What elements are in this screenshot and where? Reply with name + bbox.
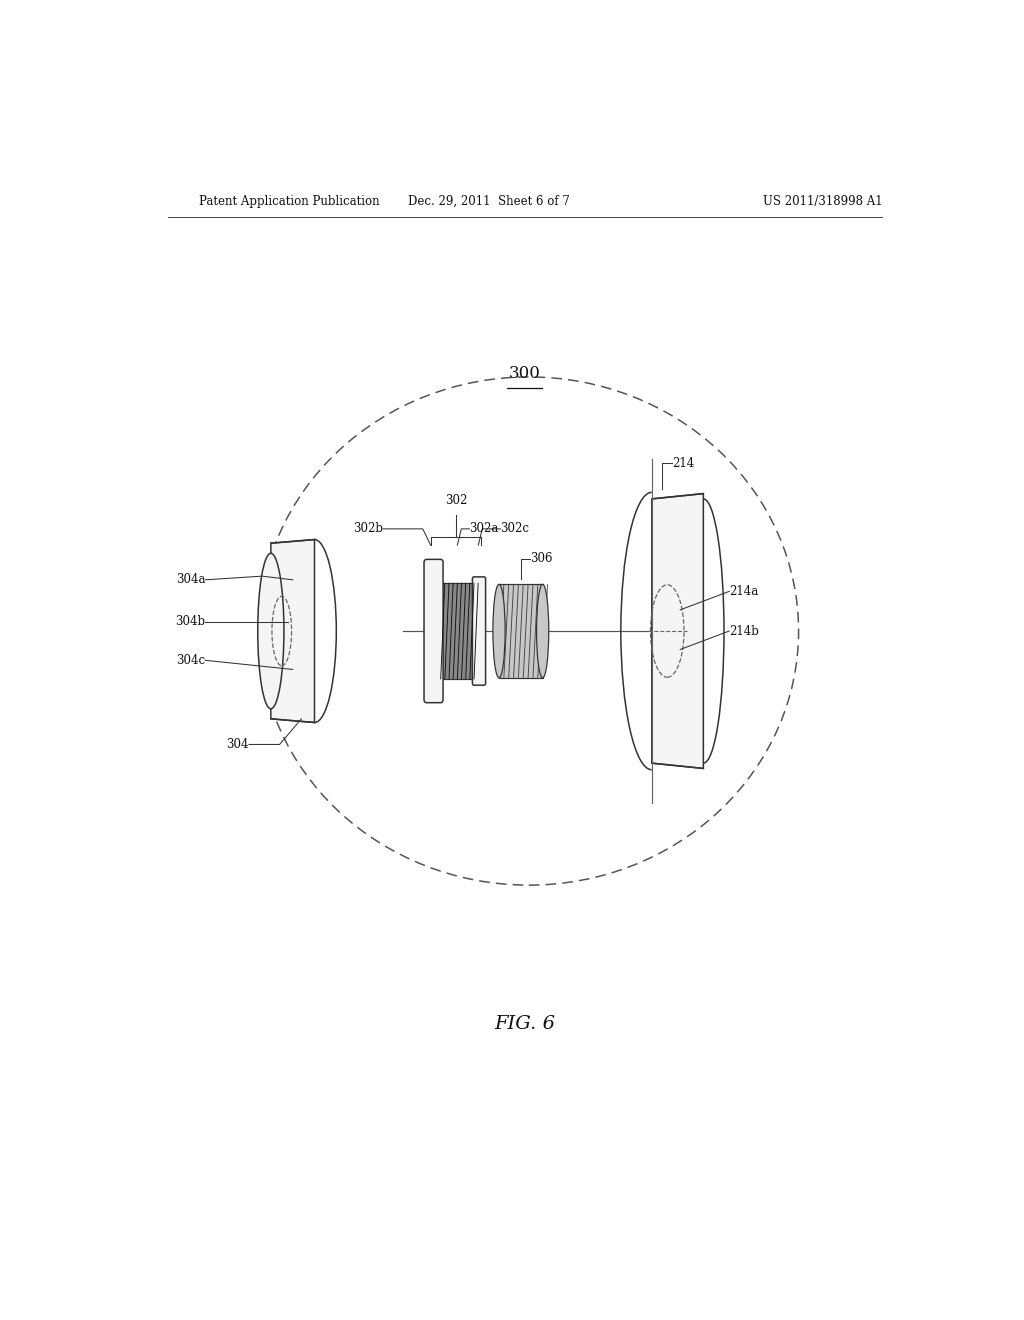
Text: 214b: 214b [729,624,759,638]
Bar [499,585,543,677]
Text: 214: 214 [673,457,694,470]
Text: 304: 304 [226,738,249,751]
Text: 304c: 304c [176,653,206,667]
Polygon shape [652,494,703,768]
Text: 302b: 302b [353,523,383,536]
Text: 302c: 302c [501,523,529,536]
Ellipse shape [493,585,505,677]
Text: 300: 300 [509,366,541,381]
Text: 214a: 214a [729,585,759,598]
FancyBboxPatch shape [472,577,485,685]
Ellipse shape [537,585,549,677]
FancyBboxPatch shape [424,560,443,702]
Text: US 2011/318998 A1: US 2011/318998 A1 [763,194,883,207]
Text: FIG. 6: FIG. 6 [495,1015,555,1034]
Bar [440,582,474,680]
Polygon shape [270,540,314,722]
Text: 304b: 304b [175,615,206,628]
Text: 302a: 302a [469,523,499,536]
Text: Patent Application Publication: Patent Application Publication [200,194,380,207]
Text: 306: 306 [530,552,553,565]
Ellipse shape [258,553,284,709]
Text: 304a: 304a [176,573,206,586]
Text: Dec. 29, 2011  Sheet 6 of 7: Dec. 29, 2011 Sheet 6 of 7 [409,194,570,207]
Text: 302: 302 [444,494,467,507]
